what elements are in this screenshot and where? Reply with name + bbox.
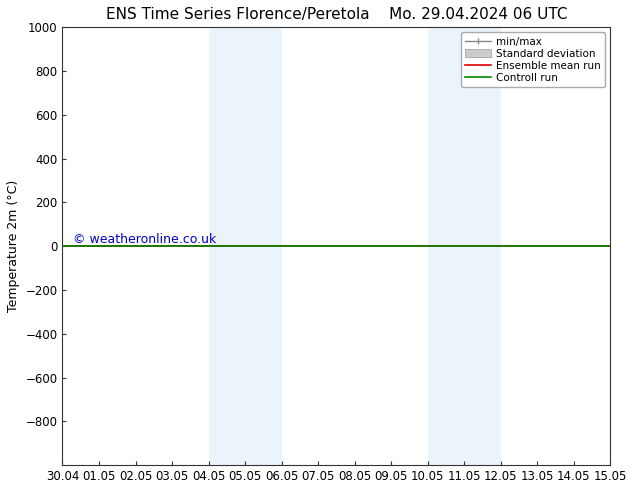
- Bar: [209, 27, 281, 465]
- Bar: [428, 27, 501, 465]
- Y-axis label: Temperature 2m (°C): Temperature 2m (°C): [7, 180, 20, 312]
- Text: © weatheronline.co.uk: © weatheronline.co.uk: [74, 233, 217, 246]
- Legend: min/max, Standard deviation, Ensemble mean run, Controll run: min/max, Standard deviation, Ensemble me…: [461, 32, 605, 87]
- Title: ENS Time Series Florence/Peretola    Mo. 29.04.2024 06 UTC: ENS Time Series Florence/Peretola Mo. 29…: [106, 7, 567, 22]
